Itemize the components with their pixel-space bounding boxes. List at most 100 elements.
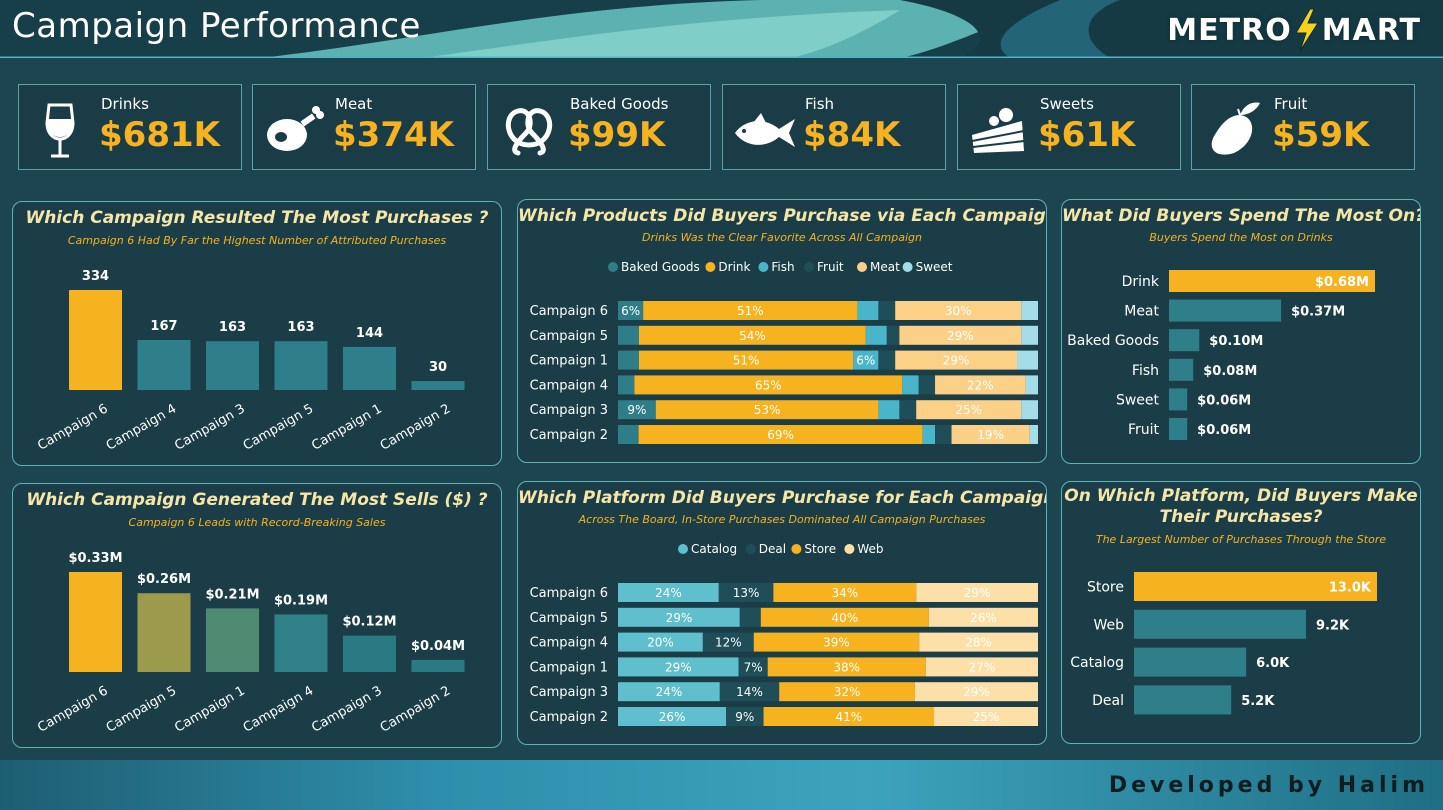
segment-label: 51% [737,304,764,318]
category-label: Fruit [1128,422,1160,438]
legend-label: Sweet [916,260,953,274]
legend-marker [705,262,716,272]
kpi-label: Drinks [101,95,149,113]
stack-segment [878,301,896,320]
column-bar [343,346,396,390]
stack-segment [1021,400,1038,420]
data-label: 5.2K [1241,694,1275,709]
bar [1169,299,1282,322]
legend-marker [791,544,802,554]
stack-segment [1025,375,1038,395]
stack-segment [857,301,879,320]
category-label: Campaign 3 [530,403,608,418]
column-bar [69,290,122,390]
cake-slice-icon [971,108,1025,153]
category-label: Campaign 2 [378,683,453,735]
segment-label: 34% [831,586,858,600]
data-label: $0.06M [1197,423,1251,438]
stack-segment [779,682,915,702]
stack-segment [618,400,656,420]
stack-segment [618,607,740,627]
column-bar [411,659,465,672]
stack-segment [1021,325,1038,345]
category-label: Campaign 6 [35,683,110,735]
panel-purchases-by-platform: On Which Platform, Did Buyers Make Their… [1061,481,1421,744]
stack-segment [1021,301,1038,320]
stack-segment [618,301,644,320]
column-bar [137,340,191,390]
segment-label: 19% [977,428,1004,442]
category-label: Campaign 1 [530,354,608,369]
stack-segment [878,350,896,370]
column-bar [343,635,396,672]
legend-label: Drink [718,260,750,274]
stack-segment [618,425,639,444]
stack-segment [918,375,936,395]
stack-segment [618,657,739,677]
category-label: Sweet [1116,392,1160,408]
category-label: Campaign 2 [530,710,608,725]
stack-segment [739,607,761,627]
kpi-label: Sweets [1040,95,1094,113]
segment-label: 12% [715,636,742,650]
logo-text-left: METRO [1167,12,1292,48]
segment-label: 29% [666,611,693,625]
segment-label: 29% [943,354,970,368]
column-bar [411,381,465,390]
stack-segment [922,425,936,444]
stack-segment [702,632,754,652]
kpi-value: $61K [1038,115,1136,155]
segment-label: 29% [964,586,991,600]
panel-purchases-by-campaign: Which Campaign Resulted The Most Purchas… [12,201,502,466]
bar [1134,609,1306,639]
kpi-label: Fish [805,95,835,113]
data-label: $0.19M [274,593,328,608]
panel-title-line2: Their Purchases? [1159,507,1323,527]
segment-label: 69% [767,428,794,442]
column-bar [274,614,328,672]
stack-segment [738,657,768,677]
data-label: $0.10M [1209,334,1263,349]
segment-label: 9% [735,710,754,724]
segment-label: 39% [823,636,850,650]
stack-segment [899,325,1022,345]
data-label: $0.12M [342,615,396,630]
segment-label: 6% [856,354,875,368]
bar [1169,418,1188,440]
category-label: Campaign 3 [309,683,384,735]
stack-segment [919,632,1038,652]
kpi-card-fruit: Fruit $59K [1191,84,1415,170]
stack-segment [634,375,903,395]
data-label: 163 [219,320,246,335]
bar [1134,572,1377,601]
stack-segment [916,400,1022,420]
stack-segment [618,583,719,602]
legend-label: Deal [759,542,786,556]
segment-label: 25% [973,710,1000,724]
stack-segment [639,325,866,345]
data-label: 163 [287,320,314,335]
legend-marker [804,262,814,272]
legend-label: Store [804,542,836,556]
kpi-label: Baked Goods [570,95,669,113]
panel-spend-by-product: What Did Buyers Spend The Most On? Buyer… [1061,199,1421,464]
segment-label: 32% [834,685,861,699]
legend-marker [678,544,688,554]
stack-segment [878,400,900,420]
segment-label: 29% [947,329,974,343]
bar [1134,685,1232,715]
header-wave-decoration [0,0,1443,58]
legend-label: Fruit [817,260,844,274]
stack-segment [902,375,919,395]
panel-title-line1: On Which Platform, Did Buyers Make [1064,486,1418,506]
stack-segment [934,707,1038,726]
meat-leg-icon [267,106,324,151]
stack-segment [618,682,720,702]
panel-subtitle: Buyers Spend the Most on Drinks [1149,231,1333,244]
bar [1134,647,1247,677]
platform-stacked-bar-chart: Catalog Deal Store Web Campaign 6 24% 13% 34% 29… [530,542,1038,726]
segment-label: 6% [621,304,640,318]
data-label: 30 [429,360,447,375]
category-label: Campaign 4 [530,636,608,651]
kpi-card-meat: Meat $374K [252,84,476,170]
